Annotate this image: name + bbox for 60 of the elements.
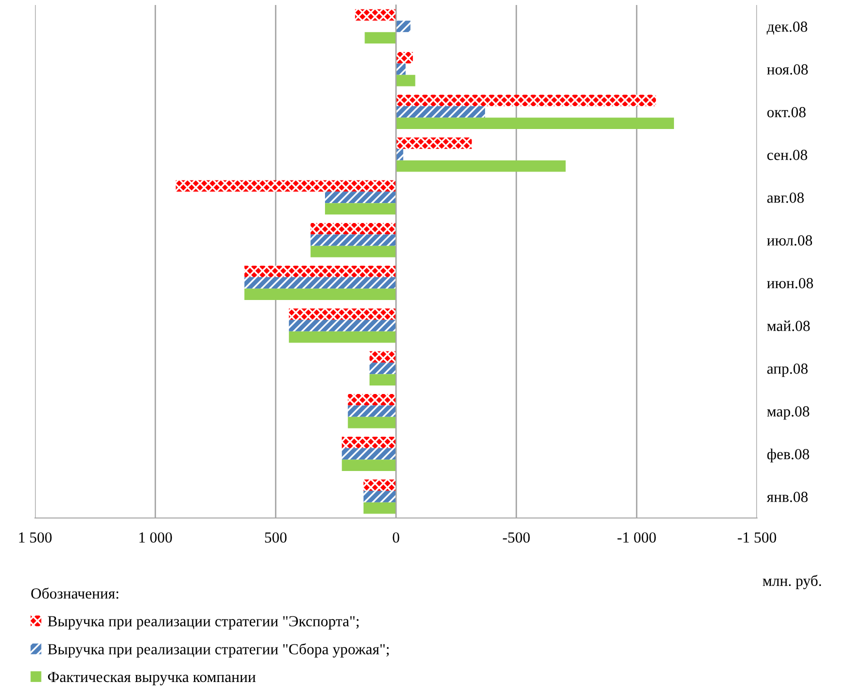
legend-title: Обозначения: (31, 588, 118, 599)
bar (396, 20, 410, 32)
y-tick-label: дек.08 (766, 22, 808, 35)
x-tick-label: -500 (502, 532, 530, 543)
bar (396, 106, 486, 118)
bar (364, 502, 396, 514)
y-tick-label: авг.08 (767, 192, 804, 203)
legend-label: Фактическая выручка компании (48, 672, 256, 686)
bar (364, 490, 396, 502)
bar (325, 192, 396, 204)
bar (244, 277, 396, 289)
y-tick-label: мар.08 (767, 406, 810, 420)
y-tick-label: янв.08 (766, 492, 808, 502)
x-tick-label: 1 000 (139, 532, 172, 543)
bar (370, 362, 396, 374)
bar (396, 118, 674, 129)
bar (396, 138, 472, 149)
bar (288, 331, 396, 343)
bar (342, 448, 396, 460)
bar (325, 203, 396, 214)
y-tick-label: май.08 (767, 320, 810, 332)
y-tick-label: июн.08 (767, 278, 814, 288)
legend-label: Выручка при реализации стратегии "Сбора урожая"; (48, 643, 389, 658)
bar (244, 266, 396, 278)
y-tick-label: июл.08 (767, 235, 812, 246)
bar (364, 32, 396, 44)
bar (348, 394, 396, 406)
y-tick-label: апр.08 (767, 364, 808, 377)
bar (370, 374, 396, 386)
bar (342, 436, 396, 448)
bar (310, 223, 396, 234)
bar (396, 148, 404, 160)
bar (176, 180, 396, 192)
bar (396, 74, 416, 86)
bar (370, 351, 396, 363)
x-tick-label: 0 (392, 532, 400, 543)
bar (348, 416, 396, 428)
bar (288, 320, 396, 332)
bar (244, 288, 396, 300)
y-tick-label: ноя.08 (767, 64, 808, 75)
x-tick-label: 1 500 (19, 532, 52, 543)
bar (310, 234, 396, 246)
x-tick-label: -1 000 (618, 532, 656, 543)
bar (396, 63, 406, 75)
y-tick-label: фев.08 (767, 448, 810, 462)
bar (355, 9, 396, 21)
legend-label: Выручка при реализации стратегии "Экспорта"; (48, 616, 359, 630)
x-axis-title: млн. руб. (762, 574, 821, 590)
bar (396, 160, 566, 172)
bar (396, 94, 656, 106)
bar (364, 480, 396, 491)
bar (396, 52, 413, 64)
bar (348, 405, 396, 417)
bar (310, 246, 396, 258)
y-tick-label: окт.08 (767, 107, 806, 118)
bar (342, 460, 396, 471)
x-tick-label: 500 (265, 532, 287, 543)
x-tick-label: -1 500 (738, 532, 776, 543)
bar (288, 308, 396, 320)
y-tick-label: сен.08 (767, 150, 808, 160)
